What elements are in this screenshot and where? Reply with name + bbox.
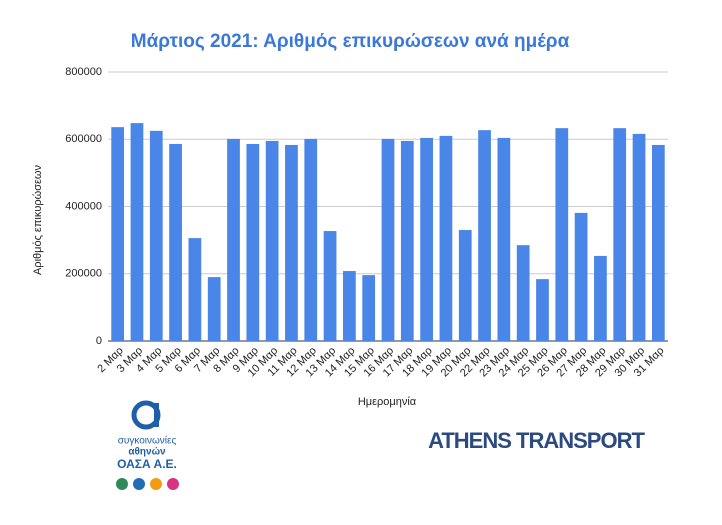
logo-icon bbox=[167, 478, 179, 490]
bar bbox=[613, 128, 627, 341]
bar bbox=[400, 140, 414, 341]
bar bbox=[130, 123, 144, 341]
bar bbox=[381, 138, 395, 341]
y-tick-label: 400000 bbox=[65, 200, 102, 212]
bar bbox=[227, 138, 240, 341]
bar bbox=[574, 212, 588, 341]
bar bbox=[265, 140, 279, 341]
logo-text: αθηνών bbox=[128, 447, 166, 458]
bar bbox=[651, 144, 665, 341]
bar bbox=[149, 130, 163, 341]
logo-text: συγκοινωνίες bbox=[118, 435, 177, 447]
y-tick-label: 200000 bbox=[65, 268, 102, 280]
bar bbox=[343, 271, 356, 341]
oasa-logo: συγκοινωνίες αθηνών ΟΑΣΑ Α.Ε. bbox=[116, 400, 179, 490]
logo-icon bbox=[154, 403, 159, 427]
logo-icon bbox=[133, 478, 145, 490]
bar bbox=[169, 143, 182, 341]
logo-icon bbox=[150, 478, 162, 490]
y-axis-label: Αριθμός επικυρώσεων bbox=[32, 164, 44, 275]
y-tick-label: 0 bbox=[96, 335, 102, 347]
bar bbox=[420, 137, 433, 341]
bar bbox=[516, 245, 530, 341]
bar bbox=[497, 137, 511, 341]
bar bbox=[362, 275, 376, 341]
logo-text: ΟΑΣΑ Α.Ε. bbox=[117, 457, 177, 471]
bar bbox=[594, 255, 607, 341]
bar bbox=[207, 277, 221, 341]
bar bbox=[188, 238, 202, 341]
logo-icon bbox=[116, 478, 128, 490]
bar bbox=[111, 127, 125, 342]
y-tick-label: 800000 bbox=[65, 66, 102, 78]
bar bbox=[323, 231, 337, 341]
bar bbox=[304, 138, 318, 341]
x-axis-label: Ημερομηνία bbox=[358, 396, 417, 408]
bar bbox=[536, 279, 549, 341]
chart-title: Μάρτιος 2021: Αριθμός επικυρώσεων ανά ημ… bbox=[131, 31, 570, 52]
bar bbox=[285, 144, 298, 341]
bar bbox=[246, 143, 260, 341]
athens-transport-logo: ATHENS TRANSPORT bbox=[428, 428, 645, 453]
bar bbox=[555, 128, 569, 341]
y-tick-label: 600000 bbox=[65, 133, 102, 145]
bar bbox=[439, 135, 453, 341]
bar bbox=[458, 230, 472, 341]
bar bbox=[632, 133, 646, 341]
bar bbox=[478, 130, 491, 341]
